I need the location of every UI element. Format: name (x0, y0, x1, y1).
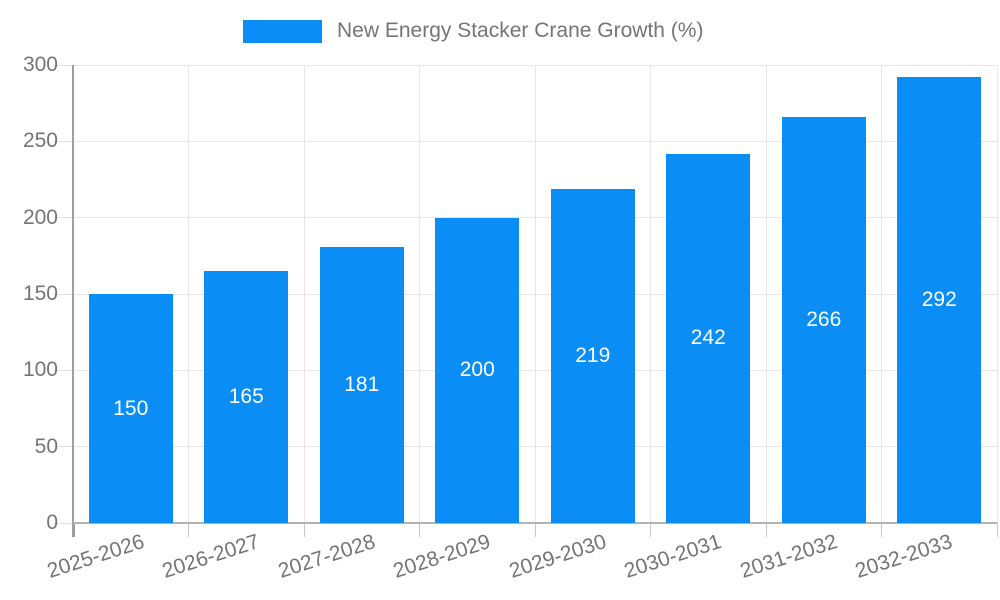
bar-2030-2031[interactable] (666, 153, 751, 523)
y-axis-tick (53, 217, 73, 219)
y-tick-label: 250 (22, 129, 58, 153)
y-tick-label: 50 (34, 434, 58, 458)
y-axis-tick (53, 140, 73, 142)
y-axis-tick (53, 522, 73, 524)
gridline-vertical (419, 65, 420, 523)
bar-2026-2027[interactable] (204, 271, 289, 523)
y-tick-label: 150 (22, 282, 58, 305)
bar-value-label: 266 (806, 307, 842, 331)
bar-value-label: 242 (690, 326, 726, 350)
y-axis-tick (53, 369, 73, 371)
y-tick-label: 200 (22, 205, 58, 229)
legend-swatch (243, 19, 322, 43)
bar-value-label: 150 (113, 396, 149, 420)
x-axis-tick (419, 523, 420, 537)
bar-value-label: 200 (459, 358, 495, 382)
x-axis-tick (534, 523, 536, 537)
y-axis-tick (53, 64, 73, 66)
bar-value-label: 181 (344, 372, 380, 396)
legend-item[interactable]: New Energy Stacker Crane Growth (%) (243, 19, 703, 43)
gridline-vertical (996, 65, 998, 523)
legend-label: New Energy Stacker Crane Growth (%) (337, 19, 704, 42)
y-tick-label: 0 (46, 511, 58, 534)
bar-2032-2033[interactable] (897, 77, 982, 523)
bar-2029-2030[interactable] (550, 188, 635, 523)
gridline-vertical (650, 65, 651, 523)
bar-value-label: 292 (921, 288, 957, 312)
x-axis-tick (650, 523, 651, 537)
y-tick-label: 300 (22, 53, 58, 76)
x-axis-line (73, 522, 997, 524)
gridline-vertical (881, 65, 882, 523)
bar-2025-2026[interactable] (88, 294, 173, 523)
bar-2027-2028[interactable] (319, 246, 404, 523)
bar-value-label: 219 (575, 343, 611, 367)
y-axis-line (72, 65, 74, 537)
gridline-vertical (534, 65, 536, 523)
x-axis-tick (765, 523, 767, 537)
x-axis-tick (303, 523, 305, 537)
plot-area: 0 50 100 150 200 250 300 150 2025-2026 165 2026-20… (23, 53, 998, 583)
x-axis-tick (188, 523, 189, 537)
bar-2031-2032[interactable] (781, 116, 866, 523)
gridline-vertical (188, 65, 189, 523)
y-axis-tick (53, 293, 73, 295)
x-axis-tick (996, 523, 998, 537)
y-axis-tick (53, 446, 73, 448)
gridline-vertical (303, 65, 305, 523)
y-tick-label: 100 (22, 358, 58, 382)
x-axis-tick (881, 523, 882, 537)
gridline-vertical (765, 65, 767, 523)
bar-2028-2029[interactable] (435, 217, 520, 523)
bar-value-label: 165 (228, 385, 264, 409)
